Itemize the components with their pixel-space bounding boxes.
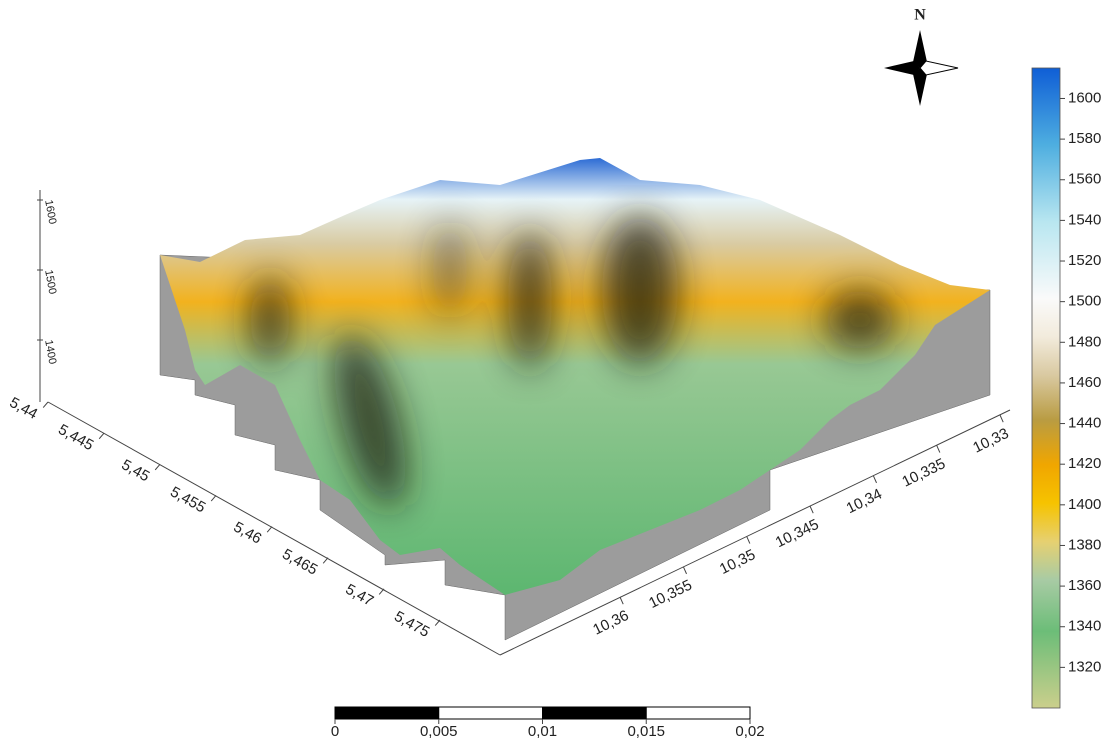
scale-segment (542, 706, 647, 720)
axis-tick (999, 414, 1004, 423)
colorbar (1031, 67, 1061, 709)
axis-tick-label: 10,345 (773, 516, 822, 551)
colorbar-tick-label: 1420 (1068, 455, 1101, 472)
axis-tick-label: 10,34 (844, 486, 885, 518)
axis-tick-label: 5,44 (7, 394, 41, 423)
scale-segment (438, 706, 543, 720)
axis-tick (682, 566, 687, 575)
scale-tick-label: 0,01 (528, 723, 557, 740)
axis-tick-label: 10,36 (590, 607, 631, 639)
axis-tick (872, 475, 877, 484)
axis-tick (434, 619, 441, 626)
north-arrow: N (884, 7, 959, 106)
z-tick-label: 1600 (42, 199, 58, 225)
colorbar-tick-label: 1540 (1068, 211, 1101, 228)
colorbar-tick-label: 1440 (1068, 415, 1101, 432)
colorbar-tick-label: 1500 (1068, 293, 1101, 310)
lon-axis (499, 409, 1011, 656)
axis-tick-label: 5,47 (343, 581, 377, 610)
axis-tick (936, 445, 941, 453)
axis-tick-label: 5,46 (231, 519, 265, 548)
colorbar-tick-label: 1360 (1068, 577, 1101, 594)
axis-tick-label: 10,33 (970, 425, 1011, 457)
scale-tick-label: 0,02 (735, 723, 764, 740)
colorbar-tick-label: 1460 (1068, 374, 1101, 391)
colorbar-tick-label: 1560 (1068, 171, 1101, 188)
axis-tick (322, 557, 329, 564)
axis-tick (266, 526, 273, 533)
axis-tick-label: 10,35 (717, 546, 758, 578)
z-tick-label: 1500 (42, 269, 58, 295)
colorbar-tick-label: 1520 (1068, 252, 1101, 269)
north-label: N (914, 7, 926, 24)
axis-tick-label: 5,45 (119, 456, 153, 485)
scale-tick-label: 0,005 (420, 723, 458, 740)
colorbar-tick-label: 1380 (1068, 536, 1101, 553)
z-tick-label: 1400 (42, 339, 58, 365)
colorbar-tick-label: 1580 (1068, 130, 1101, 147)
lat-axis (47, 401, 501, 656)
axis-tick (98, 432, 105, 440)
axis-tick-label: 5,475 (391, 608, 432, 641)
axis-tick (809, 505, 814, 514)
scale-tick-label: 0,015 (627, 723, 665, 740)
axis-tick (154, 463, 161, 471)
axis-tick (619, 596, 624, 605)
scale-segment (334, 706, 440, 720)
axis-tick (42, 401, 49, 408)
axis-tick-label: 10,355 (646, 577, 695, 612)
colorbar-tick-label: 1480 (1068, 333, 1101, 350)
axis-tick (378, 588, 385, 595)
colorbar-tick-label: 1340 (1068, 618, 1101, 635)
colorbar-tick-label: 1600 (1068, 89, 1101, 106)
scale-tick-label: 0 (331, 723, 339, 740)
scale-segment (645, 706, 751, 720)
axis-tick (210, 495, 217, 502)
colorbar-tick-label: 1400 (1068, 496, 1101, 513)
axis-tick (746, 536, 751, 544)
axis-tick-label: 10,335 (899, 455, 948, 490)
colorbar-tick-label: 1320 (1068, 658, 1101, 675)
terrain-surface (160, 158, 990, 595)
